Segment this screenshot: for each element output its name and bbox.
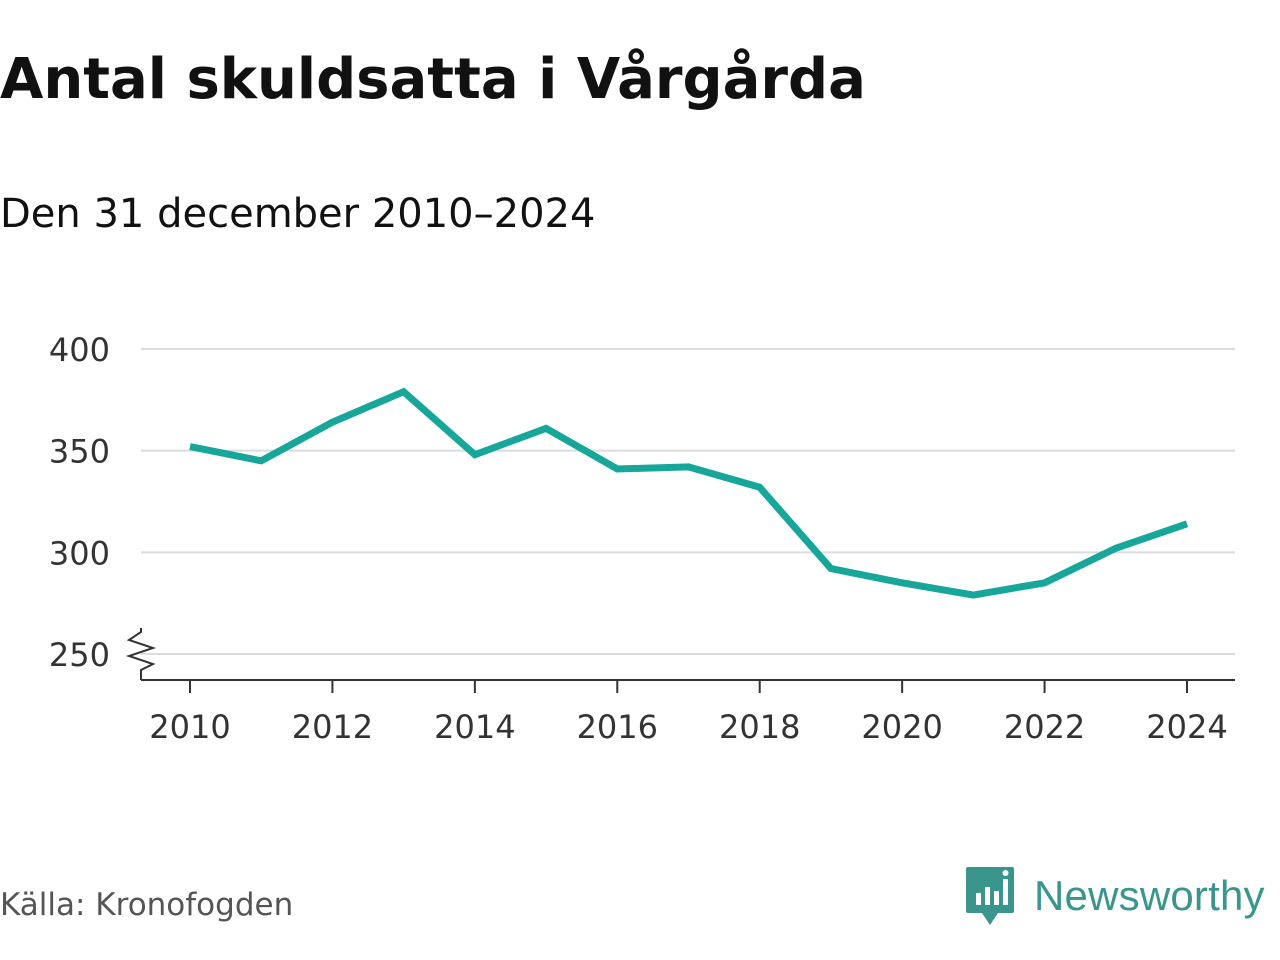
y-tick-label-400: 400 <box>49 331 110 369</box>
x-tick-label-2018: 2018 <box>719 708 800 746</box>
x-tick-label-2022: 2022 <box>1004 708 1085 746</box>
data-point-2019 <box>827 565 834 572</box>
x-tick-label-2012: 2012 <box>292 708 373 746</box>
y-tick-label-350: 350 <box>49 433 110 471</box>
chart-title: Antal skuldsatta i Vårgårda <box>0 47 866 112</box>
x-tick-label-2020: 2020 <box>861 708 942 746</box>
series-line-0 <box>189 387 1189 599</box>
line-chart: 250 300 350 400 2010 2012 2014 2016 2018 2020 202… <box>49 331 1235 746</box>
data-point-2017 <box>685 463 692 470</box>
data-point-2022 <box>1041 579 1048 586</box>
data-point-2023 <box>1112 545 1119 552</box>
data-point-2018 <box>756 484 763 491</box>
y-axis-ticks: 250 300 350 400 <box>49 331 110 674</box>
x-axis-ticks: 2010 2012 2014 2016 2018 2020 2022 2024 <box>149 680 1228 746</box>
data-point-2016 <box>614 465 621 472</box>
x-tick-label-2010: 2010 <box>149 708 230 746</box>
chart-subtitle: Den 31 december 2010–2024 <box>0 191 596 237</box>
data-point-2021 <box>970 592 977 599</box>
x-tick-label-2016: 2016 <box>577 708 658 746</box>
data-point-2013 <box>400 388 407 395</box>
source-note: Källa: Kronofogden <box>0 887 294 923</box>
brand-name: Newsworthy <box>1034 872 1265 919</box>
data-series <box>187 387 1191 599</box>
newsworthy-logo-icon <box>966 867 1014 925</box>
brand-logo[interactable]: Newsworthy <box>964 864 1265 928</box>
axes <box>125 628 1235 681</box>
data-point-2010 <box>187 443 194 450</box>
data-point-2014 <box>471 451 478 458</box>
data-point-2012 <box>329 419 336 426</box>
x-tick-label-2014: 2014 <box>434 708 515 746</box>
y-tick-label-300: 300 <box>49 534 110 572</box>
data-point-2011 <box>258 457 265 464</box>
data-point-2024 <box>1184 520 1191 527</box>
gridlines <box>141 348 1235 655</box>
data-point-2020 <box>899 579 906 586</box>
data-point-2015 <box>543 425 550 432</box>
y-tick-label-250: 250 <box>49 636 110 674</box>
y-axis-break <box>125 628 157 680</box>
x-tick-label-2024: 2024 <box>1146 708 1227 746</box>
